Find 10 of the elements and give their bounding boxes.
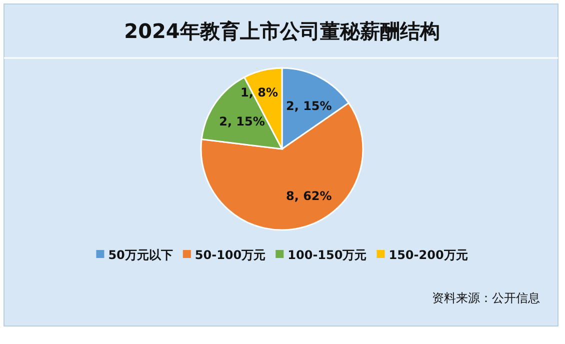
legend-label: 100-150万元 xyxy=(288,248,367,262)
legend-label: 150-200万元 xyxy=(388,248,468,262)
text: 资料来源：公开信息 xyxy=(432,291,540,305)
legend-label: 50万元以下 xyxy=(108,248,173,262)
data-label: 2, 15% xyxy=(219,114,265,128)
chart-title: 2024年教育上市公司董秘薪酬结构 xyxy=(124,19,440,43)
data-label: 2, 15% xyxy=(286,98,332,113)
legend-label: 50-100万元 xyxy=(194,248,266,262)
data-label: 8, 62% xyxy=(286,189,332,204)
data-label: 1, 8% xyxy=(240,85,278,100)
